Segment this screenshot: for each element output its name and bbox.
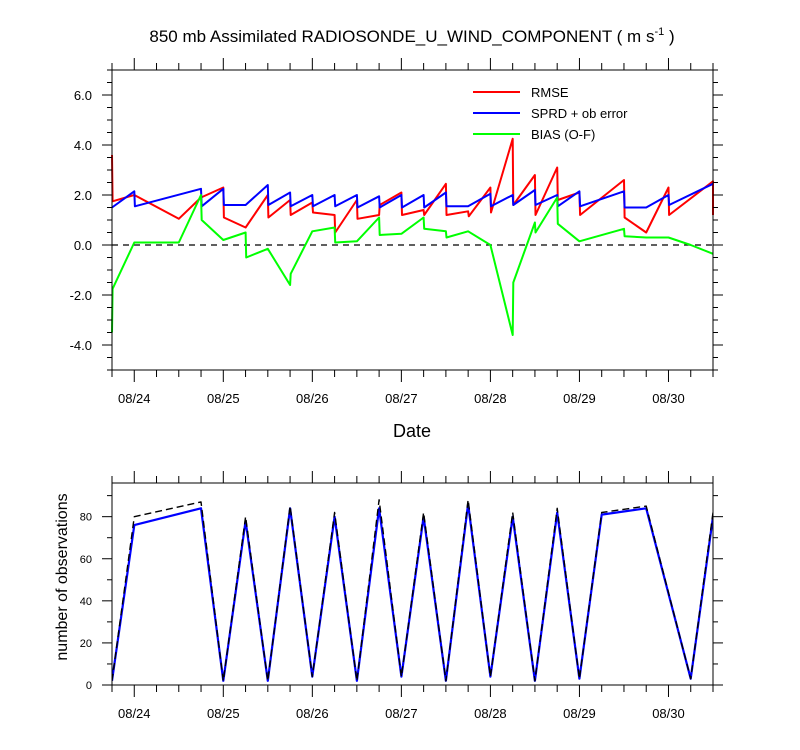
y-tick-label: -2.0 bbox=[70, 288, 92, 303]
bottom-plot: 80 60 40 20 0 08/24 08/25 08/26 08/27 08/28 08/29 0… bbox=[80, 471, 723, 721]
title-main: 850 mb Assimilated RADIOSONDE_U_WIND_COM… bbox=[149, 27, 654, 46]
top-chart-title: 850 mb Assimilated RADIOSONDE_U_WIND_COM… bbox=[149, 26, 674, 46]
y-tick-label: 6.0 bbox=[74, 88, 92, 103]
legend-bias-o-f-label: BIAS (O-F) bbox=[531, 127, 595, 142]
x-tick-label: 08/29 bbox=[563, 391, 596, 406]
rmse-line bbox=[111, 137, 714, 234]
bias-o-f-line bbox=[111, 194, 714, 336]
x-tick-label: 08/30 bbox=[652, 391, 685, 406]
x-tick-label: 08/28 bbox=[474, 391, 507, 406]
y-tick-label: 0.0 bbox=[74, 238, 92, 253]
legend-rmse-label: RMSE bbox=[531, 85, 569, 100]
obs-count-dashed-line bbox=[112, 499, 713, 682]
legend-sprd-ob-error-label: SPRD + ob error bbox=[531, 106, 628, 121]
bottom-plot-frame bbox=[111, 482, 714, 686]
bottom-x-tick-label: 08/25 bbox=[207, 706, 240, 721]
bottom-y-tick-label: 60 bbox=[80, 554, 92, 566]
x-tick-label: 08/24 bbox=[118, 391, 151, 406]
title-superscript: -1 bbox=[654, 26, 664, 38]
y-tick-label: -4.0 bbox=[70, 338, 92, 353]
x-tick-label: 08/26 bbox=[296, 391, 329, 406]
bottom-y-tick-label: 80 bbox=[80, 512, 92, 524]
x-tick-label: 08/27 bbox=[385, 391, 418, 406]
title-end: ) bbox=[664, 27, 674, 46]
x-tick-label: 08/25 bbox=[207, 391, 240, 406]
y-tick-label: 2.0 bbox=[74, 188, 92, 203]
top-x-axis-label: Date bbox=[393, 421, 431, 441]
top-plot: 6.0 4.0 2.0 0.0 -2.0 -4.0 08/24 08/25 08/26 08/27… bbox=[70, 58, 723, 406]
bottom-y-tick-label: 20 bbox=[80, 638, 92, 650]
bottom-x-tick-label: 08/29 bbox=[563, 706, 596, 721]
bottom-x-tick-label: 08/30 bbox=[652, 706, 685, 721]
bottom-x-tick-label: 08/24 bbox=[118, 706, 151, 721]
y-tick-label: 4.0 bbox=[74, 138, 92, 153]
bottom-x-tick-label: 08/26 bbox=[296, 706, 329, 721]
bottom-y-tick-label: 0 bbox=[86, 680, 92, 692]
sprd-ob-error-line bbox=[111, 182, 714, 209]
bottom-x-tick-label: 08/27 bbox=[385, 706, 418, 721]
bottom-x-tick-label: 08/28 bbox=[474, 706, 507, 721]
bottom-y-tick-label: 40 bbox=[80, 596, 92, 608]
bottom-y-axis-label: number of observations bbox=[54, 493, 71, 660]
